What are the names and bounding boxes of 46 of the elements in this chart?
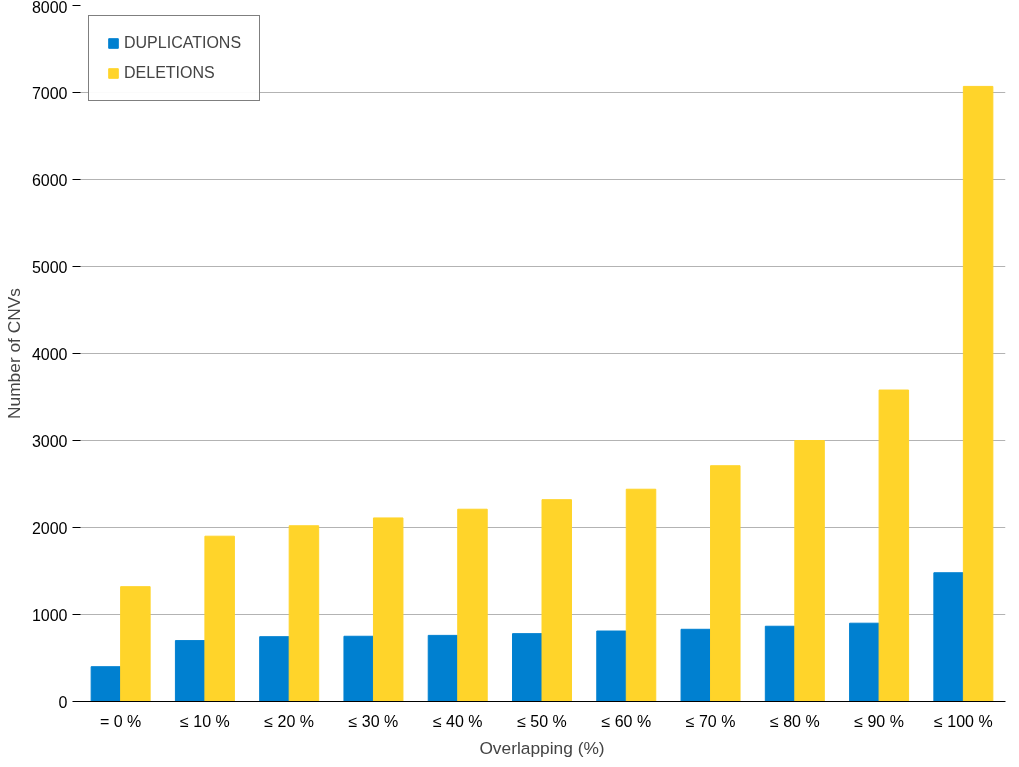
bar	[457, 508, 488, 702]
bar	[764, 625, 796, 702]
bar	[427, 634, 459, 702]
bar	[204, 535, 235, 702]
y-tick-label: 2000	[31, 519, 68, 537]
bar	[625, 488, 657, 702]
x-tick-label: = 0 %	[99, 712, 142, 730]
y-tick-label: 6000	[31, 171, 68, 189]
legend-label: DUPLICATIONS	[124, 34, 242, 52]
bar	[259, 636, 290, 702]
bar	[90, 666, 122, 702]
bar	[596, 630, 627, 702]
y-tick-label: 0	[58, 693, 68, 711]
bar	[680, 628, 712, 702]
x-tick-label: ≤ 90 %	[854, 712, 904, 730]
bar	[372, 517, 404, 702]
bar	[288, 525, 320, 702]
x-tick-label: ≤ 60 %	[601, 712, 652, 730]
x-tick-label: ≤ 20 %	[264, 712, 315, 730]
x-tick-label: ≤ 10 %	[180, 712, 230, 730]
y-tick-label: 5000	[31, 258, 68, 276]
bar	[794, 440, 825, 702]
y-tick-label: 3000	[31, 432, 68, 450]
x-tick-label: ≤ 70 %	[685, 712, 736, 730]
x-tick-label: ≤ 40 %	[432, 712, 483, 730]
y-tick-label: 1000	[31, 606, 68, 624]
bar	[849, 622, 880, 702]
bar	[512, 633, 543, 702]
bar	[933, 572, 964, 702]
y-tick-label: 4000	[31, 345, 68, 363]
x-tick-label: ≤ 30 %	[348, 712, 399, 730]
x-tick-label: ≤ 100 %	[934, 712, 993, 730]
bar	[343, 635, 374, 702]
bar	[962, 85, 994, 702]
bar	[878, 389, 910, 702]
y-tick-label: 8000	[31, 0, 68, 16]
bar	[174, 640, 206, 702]
y-axis-title: Number of CNVs	[3, 287, 24, 419]
bar	[541, 499, 572, 702]
x-axis-title: Overlapping (%)	[479, 737, 605, 758]
x-tick-label: ≤ 80 %	[769, 712, 820, 730]
x-tick-label: ≤ 50 %	[517, 712, 567, 730]
y-tick-label: 7000	[31, 84, 68, 102]
bar	[710, 465, 741, 702]
legend-label: DELETIONS	[124, 64, 215, 82]
bar	[120, 586, 151, 702]
